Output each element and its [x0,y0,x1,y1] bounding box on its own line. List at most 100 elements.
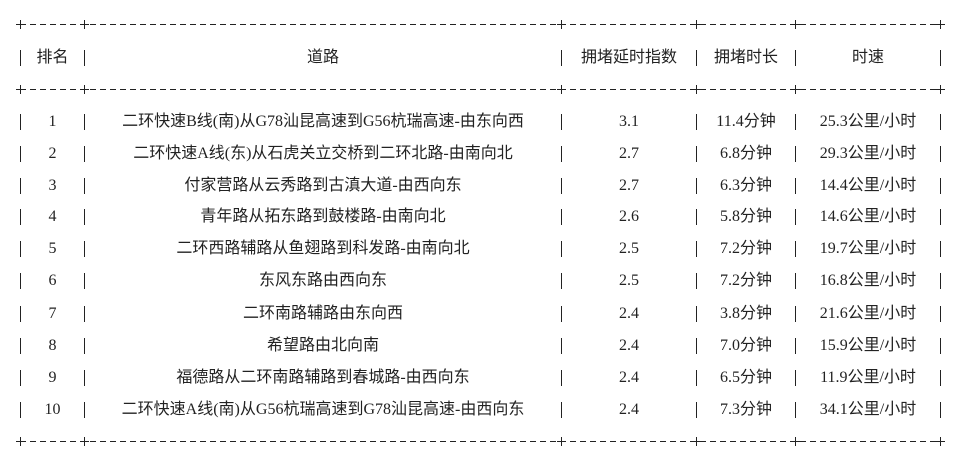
table-corner [16,20,25,29]
table-corner [791,437,800,446]
column-separator [561,50,562,66]
table-corner [80,20,89,29]
column-separator [561,241,562,257]
column-separator [696,338,697,354]
table-cell: 2.5 [619,240,639,257]
table-cell: 6.3分钟 [719,177,772,194]
column-separator [20,370,21,386]
table-cell: 3.1 [619,113,639,130]
column-separator [561,370,562,386]
column-separator [84,338,85,354]
column-separator [940,241,941,257]
table-cell: 2.4 [619,305,639,322]
table-corner [16,85,25,94]
table-cell: 5.8分钟 [719,208,772,225]
column-separator [795,306,796,322]
column-separator [84,306,85,322]
table-cell: 6.5分钟 [719,369,772,386]
table-row: 5 二环西路辅路从鱼翅路到科发路-由南向北 2.5 7.2分钟 19.7公里/小时 [0,239,959,259]
table-corner [557,85,566,94]
table-cell: 15.9公里/小时 [819,337,917,354]
column-separator [940,338,941,354]
column-separator [940,114,941,130]
table-cell: 二环快速A线(东)从石虎关立交桥到二环北路-由南向北 [133,145,513,162]
column-separator [20,146,21,162]
column-separator [696,209,697,225]
table-corner [80,437,89,446]
table-cell: 21.6公里/小时 [819,305,917,322]
table-corner [791,85,800,94]
table-cell: 7 [48,305,57,322]
table-corner [557,20,566,29]
table-divider [20,441,941,442]
column-separator [795,370,796,386]
column-separator [940,178,941,194]
column-separator [84,178,85,194]
column-separator [84,241,85,257]
column-separator [561,306,562,322]
column-separator [795,402,796,418]
table-cell: 14.6公里/小时 [819,208,917,225]
table-cell: 青年路从拓东路到鼓楼路-由南向北 [200,208,446,225]
table-row: 9 福德路从二环南路辅路到春城路-由西向东 2.4 6.5分钟 11.9公里/小时 [0,368,959,388]
table-cell: 25.3公里/小时 [819,113,917,130]
table-corner [80,85,89,94]
table-cell: 2.5 [619,272,639,289]
table-row: 1 二环快速B线(南)从G78汕昆高速到G56杭瑞高速-由东向西 3.1 11.4分钟… [0,112,959,132]
column-separator [20,209,21,225]
column-separator [795,338,796,354]
column-separator [561,338,562,354]
column-separator [696,50,697,66]
column-separator [940,370,941,386]
column-separator [561,114,562,130]
table-cell: 34.1公里/小时 [819,401,917,418]
table-cell: 二环西路辅路从鱼翅路到科发路-由南向北 [176,240,470,257]
column-separator [696,146,697,162]
column-separator [795,178,796,194]
table-cell: 2.7 [619,177,639,194]
column-separator [696,306,697,322]
table-cell: 7.2分钟 [719,240,772,257]
table-cell: 16.8公里/小时 [819,272,917,289]
column-separator [561,178,562,194]
table-divider [20,89,941,90]
column-separator [20,402,21,418]
column-separator [940,209,941,225]
column-separator [20,306,21,322]
table-corner [692,20,701,29]
table-cell: 3.8分钟 [719,305,772,322]
table-cell: 1 [48,113,57,130]
table-cell: 2.4 [619,369,639,386]
column-separator [696,114,697,130]
table-cell: 希望路由北向南 [266,337,379,354]
column-separator [84,370,85,386]
table-row: 4 青年路从拓东路到鼓楼路-由南向北 2.6 5.8分钟 14.6公里/小时 [0,207,959,227]
table-cell: 拥堵时长 [713,49,778,66]
table-cell: 9 [48,369,57,386]
column-separator [940,273,941,289]
table-divider [20,24,941,25]
table-cell: 11.9公里/小时 [820,369,916,386]
table-cell: 二环南路辅路由东向西 [242,305,403,322]
table-cell: 10 [44,401,61,418]
table-row: 10 二环快速A线(南)从G56杭瑞高速到G78汕昆高速-由西向东 2.4 7.3分钟… [0,400,959,420]
column-separator [20,114,21,130]
table-row: 8 希望路由北向南 2.4 7.0分钟 15.9公里/小时 [0,336,959,356]
table-row: 6 东风东路由西向东 2.5 7.2分钟 16.8公里/小时 [0,271,959,291]
table-row: 3 付家营路从云秀路到古滇大道-由西向东 2.7 6.3分钟 14.4公里/小时 [0,176,959,196]
column-separator [561,402,562,418]
column-separator [20,338,21,354]
table-cell: 29.3公里/小时 [819,145,917,162]
column-separator [20,178,21,194]
table-cell: 7.3分钟 [719,401,772,418]
table-cell: 时速 [851,49,884,66]
table-cell: 东风东路由西向东 [258,272,387,289]
column-separator [696,273,697,289]
column-separator [940,402,941,418]
column-separator [84,146,85,162]
table-corner [936,20,945,29]
table-header-row: 排名 道路 拥堵延时指数 拥堵时长 时速 [0,48,959,68]
column-separator [84,114,85,130]
column-separator [940,146,941,162]
table-cell: 道路 [306,49,339,66]
